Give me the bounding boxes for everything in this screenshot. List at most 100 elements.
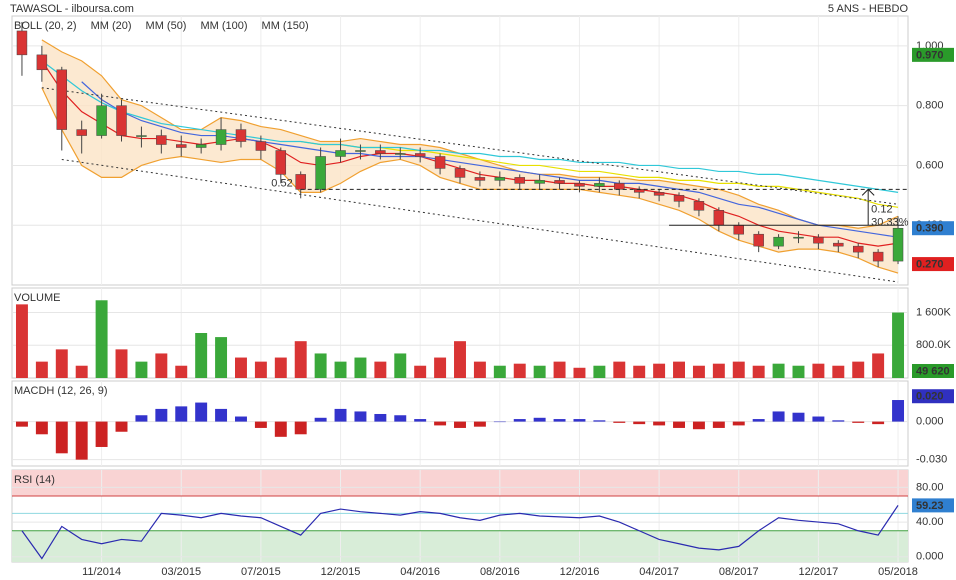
candle-body <box>255 141 267 151</box>
candle-body <box>793 236 804 239</box>
last-value-label: 0.390 <box>916 223 944 235</box>
candle-body <box>215 129 227 145</box>
bar <box>772 411 785 422</box>
bar <box>414 419 427 422</box>
bar <box>812 416 825 422</box>
bar <box>792 365 805 378</box>
bar <box>692 365 705 378</box>
bar <box>812 363 825 378</box>
y-tick-label: 800.0K <box>916 339 952 351</box>
bar <box>215 337 228 378</box>
bar <box>832 420 845 422</box>
candle-body <box>872 251 884 262</box>
last-value-label: 59.23 <box>916 500 944 512</box>
candle-body <box>474 177 486 181</box>
last-value-badge <box>912 389 954 404</box>
bar <box>892 400 905 422</box>
bar <box>254 361 267 378</box>
bar <box>872 421 885 425</box>
bar <box>195 402 208 422</box>
page-title: TAWASOL - ilboursa.com <box>10 3 134 15</box>
candle-body <box>852 245 864 253</box>
bar <box>553 361 566 378</box>
bar <box>434 357 447 378</box>
y-tick-label: 0.000 <box>916 416 944 428</box>
y-tick-label: 0.600 <box>916 159 944 171</box>
candle-body <box>76 129 87 136</box>
gap-label: 0.12 <box>871 203 892 215</box>
bar <box>334 361 347 378</box>
bar <box>752 365 765 378</box>
y-tick-label: -0.030 <box>916 454 947 466</box>
bar <box>135 415 148 422</box>
y-tick-label: 0.800 <box>916 100 944 112</box>
arrow-head <box>861 188 875 196</box>
bar <box>454 421 466 428</box>
bar <box>732 361 745 378</box>
candle-body <box>195 144 207 148</box>
candle-body <box>614 183 625 190</box>
bar <box>772 363 785 378</box>
bar <box>633 365 646 378</box>
y-tick-label: 1 600K <box>916 306 952 318</box>
bar <box>75 421 88 460</box>
legend-entry: BOLL (20, 2) <box>14 20 77 32</box>
bar <box>235 416 247 422</box>
bar <box>673 361 685 378</box>
bar <box>653 363 666 378</box>
bar <box>354 357 367 378</box>
bar <box>115 349 128 378</box>
candle-body <box>235 129 247 142</box>
overbought-zone <box>12 470 908 497</box>
bar <box>493 421 506 423</box>
bar <box>613 421 626 423</box>
bar <box>692 421 705 430</box>
bar <box>294 341 307 378</box>
bar <box>892 312 905 378</box>
candle-body <box>892 227 904 262</box>
bar <box>274 421 287 437</box>
panel-title: MACDH (12, 26, 9) <box>14 385 108 397</box>
x-tick-label: 11/2014 <box>82 566 121 578</box>
candle-body <box>16 30 28 56</box>
bar <box>35 421 48 435</box>
x-tick-label: 05/2018 <box>878 566 918 578</box>
candle-body <box>315 156 326 190</box>
bar <box>513 419 526 422</box>
bar <box>732 421 745 426</box>
bar <box>195 333 208 378</box>
bar <box>274 357 287 378</box>
candle-body <box>733 224 744 235</box>
candle-body <box>514 177 525 184</box>
bar <box>553 419 566 422</box>
bar <box>175 406 188 422</box>
bar <box>254 421 267 428</box>
x-tick-label: 08/2017 <box>719 566 759 578</box>
bar <box>852 361 865 378</box>
candle-body <box>833 242 844 247</box>
bar <box>434 421 447 426</box>
bar <box>314 417 327 422</box>
panel-title: RSI (14) <box>14 474 55 486</box>
legend-entry: MM (150) <box>262 20 309 32</box>
candle-body <box>673 195 685 202</box>
candle-body <box>355 150 366 152</box>
bar <box>35 361 48 378</box>
bar <box>593 420 606 422</box>
bar <box>175 365 188 378</box>
oversold-zone <box>12 530 908 562</box>
x-tick-label: 04/2016 <box>400 566 440 578</box>
x-tick-label: 04/2017 <box>639 566 679 578</box>
candle-body <box>534 180 545 184</box>
bar <box>314 353 327 378</box>
level-label: 0.52 <box>271 177 292 189</box>
bar <box>334 408 347 422</box>
candle-body <box>554 180 565 184</box>
legend-entry: MM (100) <box>200 20 247 32</box>
last-value-badge <box>912 257 954 272</box>
candle-body <box>414 153 426 157</box>
candle-body <box>713 210 725 226</box>
x-tick-label: 12/2015 <box>321 566 361 578</box>
bar <box>15 421 28 427</box>
bar <box>832 365 845 378</box>
